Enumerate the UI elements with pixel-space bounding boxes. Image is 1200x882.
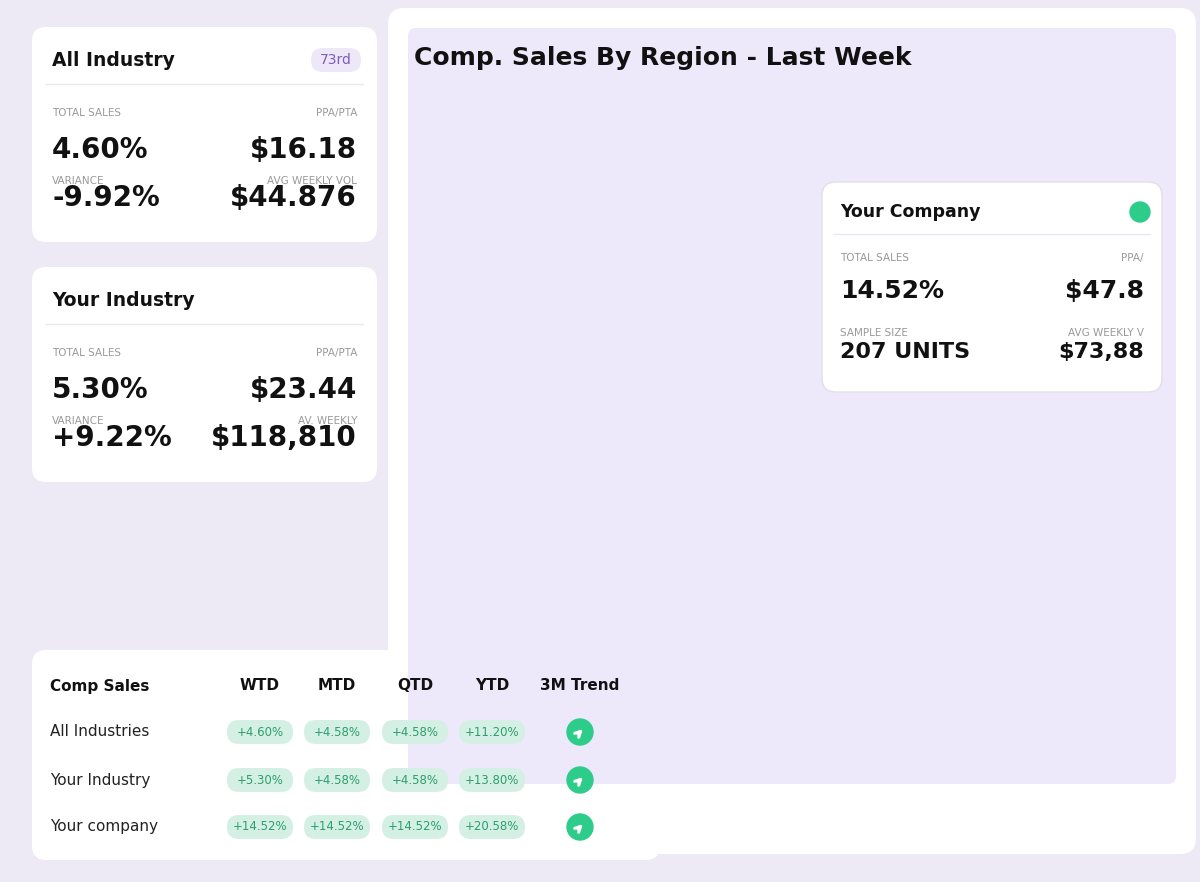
Circle shape — [568, 719, 593, 745]
Text: +13.80%: +13.80% — [464, 774, 520, 787]
Text: +4.58%: +4.58% — [313, 726, 360, 738]
Text: +4.58%: +4.58% — [391, 774, 438, 787]
Text: PPA/: PPA/ — [1122, 253, 1144, 263]
Text: +4.58%: +4.58% — [391, 726, 438, 738]
Circle shape — [568, 814, 593, 840]
FancyBboxPatch shape — [382, 768, 448, 792]
Text: +14.52%: +14.52% — [233, 820, 287, 833]
FancyBboxPatch shape — [408, 28, 1176, 784]
FancyBboxPatch shape — [227, 815, 293, 839]
FancyBboxPatch shape — [458, 815, 526, 839]
Text: +9.22%: +9.22% — [52, 424, 172, 452]
Text: PPA/PTA: PPA/PTA — [316, 108, 358, 118]
Text: SAMPLE SIZE: SAMPLE SIZE — [840, 328, 908, 338]
FancyBboxPatch shape — [388, 8, 1196, 854]
Text: +4.60%: +4.60% — [236, 726, 283, 738]
Text: VARIANCE: VARIANCE — [52, 416, 104, 426]
Text: AVG WEEKLY V: AVG WEEKLY V — [1068, 328, 1144, 338]
Text: -9.92%: -9.92% — [52, 184, 160, 212]
Text: All Industry: All Industry — [52, 51, 175, 71]
Text: +11.20%: +11.20% — [464, 726, 520, 738]
Text: $47.8: $47.8 — [1066, 279, 1144, 303]
FancyBboxPatch shape — [227, 720, 293, 744]
Text: +14.52%: +14.52% — [310, 820, 365, 833]
Text: AV. WEEKLY: AV. WEEKLY — [298, 416, 358, 426]
Text: $73,88: $73,88 — [1058, 342, 1144, 362]
Text: 5.30%: 5.30% — [52, 376, 149, 404]
Text: Comp Sales: Comp Sales — [50, 678, 149, 693]
FancyBboxPatch shape — [32, 650, 660, 860]
Text: +14.52%: +14.52% — [388, 820, 443, 833]
FancyBboxPatch shape — [304, 720, 370, 744]
Text: VARIANCE: VARIANCE — [52, 176, 104, 186]
Circle shape — [1130, 202, 1150, 222]
FancyBboxPatch shape — [304, 768, 370, 792]
FancyBboxPatch shape — [227, 768, 293, 792]
Text: Comp. Sales By Region - Last Week: Comp. Sales By Region - Last Week — [414, 46, 912, 70]
Text: 207 UNITS: 207 UNITS — [840, 342, 970, 362]
Text: TOTAL SALES: TOTAL SALES — [52, 348, 121, 358]
Text: $23.44: $23.44 — [250, 376, 358, 404]
Text: PPA/PTA: PPA/PTA — [316, 348, 358, 358]
FancyBboxPatch shape — [458, 720, 526, 744]
Text: 4.60%: 4.60% — [52, 136, 149, 164]
Text: MTD: MTD — [318, 678, 356, 693]
Text: +20.58%: +20.58% — [464, 820, 520, 833]
Text: +4.58%: +4.58% — [313, 774, 360, 787]
Text: 73rd: 73rd — [320, 53, 352, 67]
FancyBboxPatch shape — [32, 267, 377, 482]
FancyBboxPatch shape — [382, 815, 448, 839]
FancyBboxPatch shape — [311, 48, 361, 72]
FancyBboxPatch shape — [458, 768, 526, 792]
Text: $118,810: $118,810 — [211, 424, 358, 452]
Text: TOTAL SALES: TOTAL SALES — [52, 108, 121, 118]
Text: 3M Trend: 3M Trend — [540, 678, 619, 693]
FancyBboxPatch shape — [32, 27, 377, 242]
Text: AVG WEEKLY VOL: AVG WEEKLY VOL — [268, 176, 358, 186]
Circle shape — [568, 767, 593, 793]
Text: $16.18: $16.18 — [250, 136, 358, 164]
Text: 14.52%: 14.52% — [840, 279, 944, 303]
Text: YTD: YTD — [475, 678, 509, 693]
Text: Your Industry: Your Industry — [50, 773, 150, 788]
Text: Your Company: Your Company — [840, 203, 980, 221]
Text: QTD: QTD — [397, 678, 433, 693]
Text: WTD: WTD — [240, 678, 280, 693]
Text: Your company: Your company — [50, 819, 158, 834]
Text: $44.876: $44.876 — [230, 184, 358, 212]
Text: +5.30%: +5.30% — [236, 774, 283, 787]
Text: TOTAL SALES: TOTAL SALES — [840, 253, 910, 263]
FancyBboxPatch shape — [304, 815, 370, 839]
FancyBboxPatch shape — [382, 720, 448, 744]
FancyBboxPatch shape — [822, 182, 1162, 392]
Text: All Industries: All Industries — [50, 724, 149, 739]
Text: Your Industry: Your Industry — [52, 291, 194, 310]
